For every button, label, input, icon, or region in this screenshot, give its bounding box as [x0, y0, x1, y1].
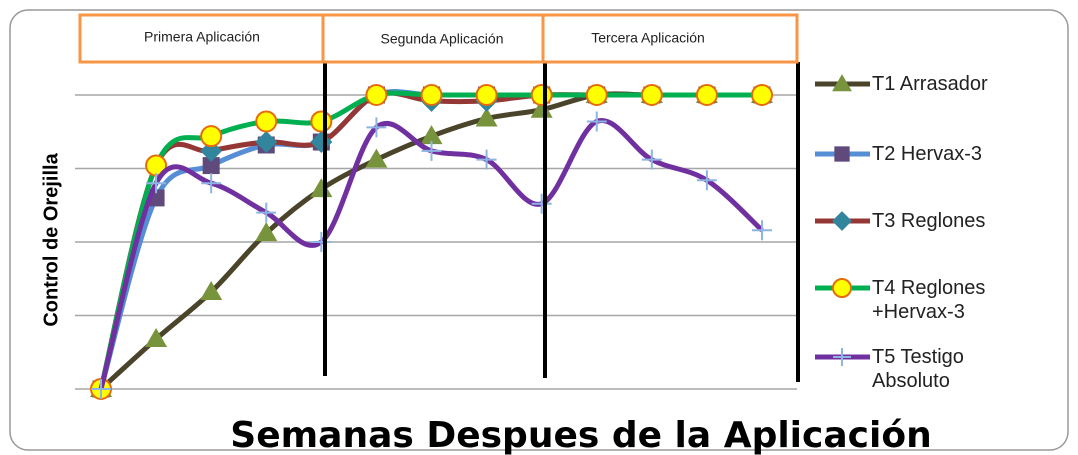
annotation: Primera Aplicación: [144, 29, 260, 45]
marker: [530, 84, 553, 106]
marker: [255, 131, 278, 154]
marker: [695, 84, 718, 106]
marker: [530, 98, 553, 118]
marker: [202, 157, 220, 175]
annotation: Tercera Aplicación: [591, 30, 705, 46]
marker: [145, 328, 168, 348]
marker: [640, 84, 663, 106]
marker: [833, 348, 851, 366]
marker: [365, 148, 388, 168]
marker: [255, 222, 278, 242]
marker: [832, 211, 852, 231]
y-axis-label: Control de Orejilla: [40, 152, 62, 326]
marker: [146, 173, 167, 194]
marker: [366, 117, 387, 138]
marker: [586, 111, 607, 132]
marker: [832, 278, 852, 298]
marker: [311, 232, 332, 252]
marker: [752, 220, 772, 241]
marker: [531, 193, 552, 214]
marker: [200, 125, 223, 148]
legend-item: [815, 348, 870, 366]
marker: [256, 202, 277, 223]
marker: [420, 84, 443, 106]
marker: [641, 149, 662, 170]
marker: [200, 280, 223, 300]
marker: [585, 84, 608, 106]
legend-item: [815, 211, 870, 231]
marker: [832, 74, 852, 92]
legend-label: T1 Arrasador: [872, 73, 988, 95]
marker: [475, 107, 498, 127]
annotation: Segunda Aplicación: [381, 31, 504, 47]
marker: [201, 173, 222, 194]
legend-item: [815, 278, 870, 298]
marker: [420, 125, 443, 145]
legend-label: T4 Reglones +Hervax-3: [872, 277, 986, 323]
legend-label: T5 Testigo Absoluto: [872, 346, 964, 392]
marker: [696, 170, 717, 191]
marker: [421, 140, 442, 161]
annotation-box: [541, 13, 799, 64]
marker: [751, 84, 773, 106]
series-line: [98, 118, 764, 390]
legend-label: T3 Reglones: [872, 210, 986, 232]
marker: [255, 110, 278, 133]
marker: [310, 110, 333, 133]
frame: [9, 9, 1069, 451]
marker: [91, 379, 111, 399]
marker: [834, 146, 850, 162]
legend-item: [815, 146, 870, 162]
x-axis-label: Semanas Despues de la Aplicación: [230, 415, 931, 455]
marker: [310, 178, 333, 198]
legend-label: T2 Hervax-3: [872, 143, 983, 165]
marker: [365, 84, 388, 106]
legend-item: [815, 74, 870, 92]
marker: [475, 84, 498, 106]
marker: [476, 149, 497, 170]
